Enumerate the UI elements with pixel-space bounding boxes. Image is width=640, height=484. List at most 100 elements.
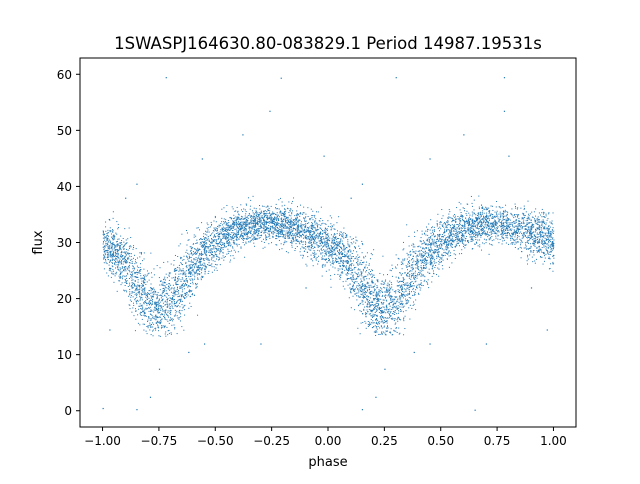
data-point <box>143 274 145 276</box>
data-point <box>398 296 400 298</box>
data-point <box>350 288 352 290</box>
data-point <box>148 290 150 292</box>
data-point <box>209 264 211 266</box>
data-point <box>477 217 479 219</box>
data-point <box>204 266 206 268</box>
data-point <box>119 255 121 257</box>
data-point <box>410 285 412 287</box>
data-point <box>541 241 543 243</box>
data-point <box>123 269 125 271</box>
data-point <box>135 285 137 287</box>
data-point <box>122 246 124 248</box>
data-point <box>408 272 410 274</box>
data-point <box>355 272 357 274</box>
data-point <box>428 268 430 270</box>
data-point <box>156 298 158 300</box>
data-point <box>505 235 507 237</box>
data-point <box>368 309 370 311</box>
data-point <box>300 236 302 238</box>
data-point <box>440 246 442 248</box>
data-point <box>366 281 368 283</box>
data-point <box>445 226 447 228</box>
data-point <box>272 225 274 227</box>
data-point <box>346 236 348 238</box>
data-point <box>509 224 511 226</box>
data-point <box>434 262 436 264</box>
data-point <box>210 248 212 250</box>
data-point <box>150 297 152 299</box>
data-point <box>217 232 219 234</box>
data-point <box>362 244 364 246</box>
data-point <box>371 300 373 302</box>
data-point <box>424 250 426 252</box>
data-point <box>321 239 323 241</box>
data-point <box>434 250 436 252</box>
data-point <box>160 321 162 323</box>
data-point <box>472 232 474 234</box>
data-point <box>320 248 322 250</box>
data-point <box>467 221 469 223</box>
data-point <box>428 287 430 289</box>
data-point <box>246 232 248 234</box>
data-point <box>439 245 441 247</box>
data-point <box>358 245 360 247</box>
data-point <box>222 251 224 253</box>
data-point <box>214 228 216 230</box>
data-point <box>124 260 126 262</box>
data-point <box>415 309 417 311</box>
data-point <box>288 234 290 236</box>
data-point <box>348 264 350 266</box>
data-point <box>336 259 338 261</box>
data-point <box>129 293 131 295</box>
data-point <box>143 303 145 305</box>
data-point <box>468 227 470 229</box>
data-point <box>431 261 433 263</box>
data-point <box>552 237 554 239</box>
data-point <box>204 265 206 267</box>
data-point <box>356 263 358 265</box>
data-point <box>322 242 324 244</box>
data-point <box>513 242 515 244</box>
data-point <box>277 218 279 220</box>
data-point <box>511 214 513 216</box>
data-point <box>472 227 474 229</box>
data-point <box>199 267 201 269</box>
data-point <box>406 302 408 304</box>
data-point <box>248 230 250 232</box>
data-point <box>380 317 382 319</box>
data-point <box>367 282 369 284</box>
data-point <box>481 224 483 226</box>
data-point <box>362 313 363 315</box>
data-point <box>363 297 365 299</box>
data-point <box>146 298 148 300</box>
data-point <box>431 239 433 241</box>
data-point <box>439 238 441 240</box>
data-point <box>210 251 212 253</box>
data-point <box>477 218 479 220</box>
data-point <box>187 260 189 262</box>
data-point <box>463 236 465 238</box>
data-point <box>291 224 293 226</box>
data-point <box>152 289 154 291</box>
data-point <box>378 308 380 310</box>
data-point <box>464 224 466 226</box>
data-point <box>112 242 114 244</box>
data-point <box>325 251 327 253</box>
data-point <box>550 248 552 250</box>
data-point <box>223 223 225 225</box>
data-point <box>214 260 216 262</box>
data-point <box>389 291 391 293</box>
data-point <box>117 227 119 229</box>
data-point <box>469 229 471 231</box>
data-point <box>125 261 127 263</box>
data-point <box>107 247 109 249</box>
data-point <box>203 262 205 264</box>
data-point <box>492 214 494 216</box>
data-point <box>420 283 422 285</box>
data-point <box>388 293 390 295</box>
data-point <box>108 248 110 250</box>
data-point <box>399 280 401 282</box>
data-point <box>227 237 229 239</box>
data-point <box>314 220 316 222</box>
data-point <box>382 322 384 324</box>
